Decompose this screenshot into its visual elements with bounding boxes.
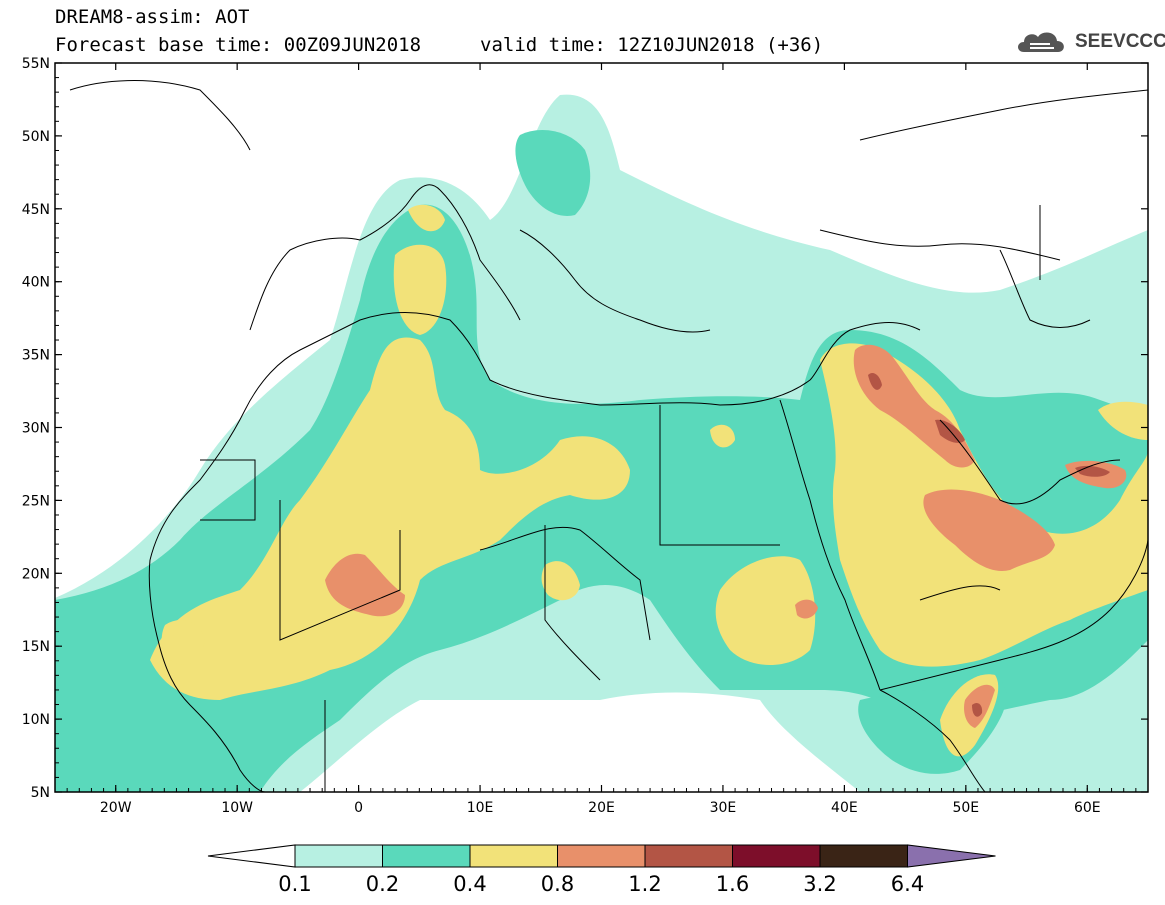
colorbar-label: 3.2	[803, 872, 836, 896]
cloud-logo-icon	[1018, 32, 1064, 52]
lat-label: 20N	[22, 566, 50, 582]
lon-label: 10W	[221, 800, 253, 816]
logo-text: SEEVCCC	[1075, 31, 1165, 52]
colorbar-segment	[382, 844, 471, 868]
colorbar-segment	[469, 844, 558, 868]
colorbar-label: 0.8	[541, 872, 574, 896]
colorbar-label: 0.2	[366, 872, 399, 896]
aot-field	[55, 63, 1148, 792]
lat-label: 15N	[22, 639, 50, 655]
lat-label: 35N	[22, 348, 50, 364]
lon-label: 60E	[1074, 800, 1101, 816]
lon-label: 10E	[467, 800, 494, 816]
colorbar-segment	[644, 844, 733, 868]
lon-label: 20W	[100, 800, 132, 816]
lat-label: 25N	[22, 493, 50, 509]
colorbar-segment	[557, 844, 646, 868]
latitude-axis: 55N 50N 45N 40N 35N 30N 25N 20N 15N 10N 5N	[22, 56, 1148, 801]
lon-label: 50E	[952, 800, 979, 816]
longitude-axis: 20W 10W 0 10E 20E 30E 40E 50E 60E	[54, 63, 1149, 816]
colorbar-label: 0.4	[453, 872, 486, 896]
lat-label: 10N	[22, 712, 50, 728]
colorbar-label: 1.6	[716, 872, 749, 896]
valid-time: valid time: 12Z10JUN2018 (+36)	[480, 34, 824, 56]
lon-label: 0	[354, 800, 363, 816]
title-line-2: Forecast base time: 00Z09JUN2018	[55, 34, 422, 56]
colorbar-under-arrow	[207, 844, 296, 868]
lat-label: 55N	[22, 56, 50, 72]
colorbar-label: 1.2	[628, 872, 661, 896]
lat-label: 5N	[31, 785, 50, 801]
lon-label: 30E	[710, 800, 737, 816]
lat-label: 45N	[22, 202, 50, 218]
colorbar: 0.1 0.2 0.4 0.8 1.2 1.6 3.2 6.4	[207, 844, 996, 896]
lon-label: 20E	[588, 800, 615, 816]
colorbar-label: 0.1	[278, 872, 311, 896]
lon-label: 40E	[831, 800, 858, 816]
lat-label: 50N	[22, 129, 50, 145]
colorbar-over-arrow	[907, 844, 996, 868]
lat-label: 30N	[22, 421, 50, 437]
title-line-1: DREAM8-assim: AOT	[55, 6, 250, 28]
colorbar-segment	[819, 844, 908, 868]
lat-label: 40N	[22, 275, 50, 291]
colorbar-segment	[732, 844, 821, 868]
colorbar-label: 6.4	[891, 872, 924, 896]
colorbar-segment	[294, 844, 383, 868]
